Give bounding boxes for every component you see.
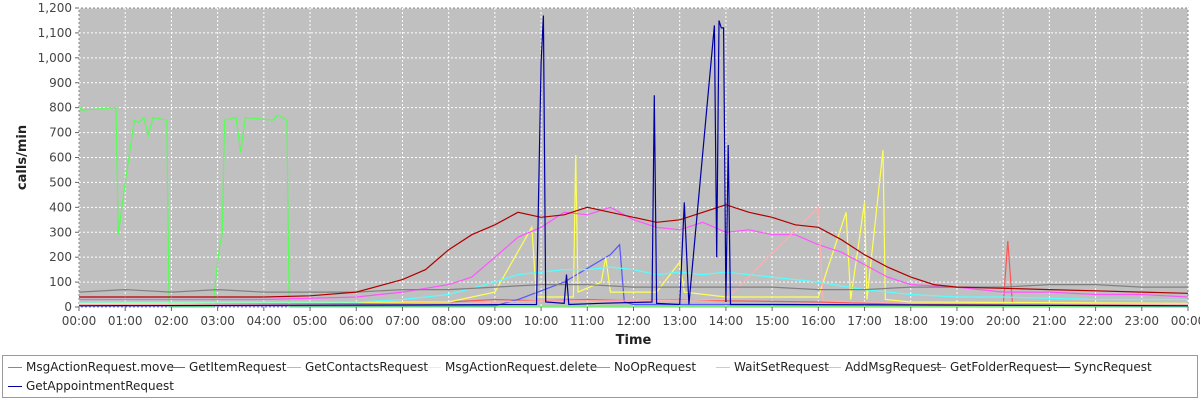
x-tick-label: 11:00 bbox=[570, 314, 605, 328]
legend-item: AddMsgRequest bbox=[827, 359, 941, 375]
x-tick-label: 14:00 bbox=[709, 314, 744, 328]
y-tick-label: 800 bbox=[49, 101, 72, 115]
legend-label: NoOpRequest bbox=[614, 360, 697, 374]
x-tick-label: 00:00 bbox=[62, 314, 97, 328]
x-tick-label: 07:00 bbox=[385, 314, 420, 328]
legend-label: GetFolderRequest bbox=[950, 360, 1058, 374]
y-tick-label: 600 bbox=[49, 151, 72, 165]
legend: MsgActionRequest.move GetItemRequest GetCo… bbox=[2, 355, 1198, 398]
y-axis: 0 100 200 300 400 500 600 700 800 900 1,000 1,100 1,… bbox=[38, 1, 79, 314]
chart: 0 100 200 300 400 500 600 700 800 900 1,000 1,100 1,… bbox=[15, 1, 1200, 348]
legend-item: GetFolderRequest bbox=[932, 359, 1057, 375]
y-tick-label: 1,000 bbox=[38, 51, 72, 65]
legend-swatch bbox=[8, 366, 22, 368]
x-tick-label: 22:00 bbox=[1078, 314, 1113, 328]
legend-label: GetItemRequest bbox=[189, 360, 287, 374]
x-axis-title: Time bbox=[616, 333, 652, 348]
x-tick-label: 15:00 bbox=[755, 314, 790, 328]
legend-item: GetAppointmentRequest bbox=[8, 378, 174, 394]
y-tick-label: 200 bbox=[49, 250, 72, 264]
x-tick-label: 08:00 bbox=[431, 314, 466, 328]
y-tick-label: 100 bbox=[49, 275, 72, 289]
y-tick-label: 0 bbox=[64, 300, 72, 314]
series-line-7 bbox=[78, 284, 1188, 293]
x-tick-label: 02:00 bbox=[154, 314, 189, 328]
legend-swatch bbox=[932, 366, 946, 368]
x-tick-label: 00:00 bbox=[1171, 314, 1200, 328]
legend-label: GetContactsRequest bbox=[305, 360, 429, 374]
series-layer bbox=[78, 15, 1189, 308]
x-tick-label: 09:00 bbox=[478, 314, 513, 328]
legend-item: MsgActionRequest.delete bbox=[427, 359, 597, 375]
y-tick-label: 300 bbox=[49, 225, 72, 239]
y-tick-label: 1,100 bbox=[38, 26, 72, 40]
x-tick-label: 05:00 bbox=[293, 314, 328, 328]
y-tick-label: 700 bbox=[49, 126, 72, 140]
x-tick-label: 10:00 bbox=[524, 314, 559, 328]
legend-swatch bbox=[8, 385, 22, 387]
series-line-9 bbox=[78, 15, 1189, 307]
legend-swatch bbox=[427, 366, 441, 368]
x-axis: 00:00 01:00 02:00 03:00 04:00 05:00 06:00 07:00… bbox=[62, 307, 1200, 328]
legend-item: WaitSetRequest bbox=[716, 359, 829, 375]
x-tick-label: 23:00 bbox=[1124, 314, 1159, 328]
legend-label: SyncRequest bbox=[1074, 360, 1152, 374]
y-axis-title: calls/min bbox=[15, 125, 30, 190]
series-line-5 bbox=[79, 266, 1188, 303]
legend-swatch bbox=[1056, 366, 1070, 368]
legend-item: GetItemRequest bbox=[171, 359, 286, 375]
x-tick-label: 06:00 bbox=[339, 314, 374, 328]
y-tick-label: 900 bbox=[49, 76, 72, 90]
x-tick-label: 19:00 bbox=[940, 314, 975, 328]
legend-label: MsgActionRequest.move bbox=[26, 360, 174, 374]
x-tick-label: 03:00 bbox=[200, 314, 235, 328]
legend-swatch bbox=[716, 366, 730, 368]
legend-item: SyncRequest bbox=[1056, 359, 1152, 375]
legend-label: GetAppointmentRequest bbox=[26, 379, 174, 393]
legend-label: MsgActionRequest.delete bbox=[445, 360, 598, 374]
x-tick-label: 16:00 bbox=[801, 314, 836, 328]
x-tick-label: 21:00 bbox=[1032, 314, 1067, 328]
legend-item: MsgActionRequest.move bbox=[8, 359, 174, 375]
series-line-8 bbox=[79, 204, 1189, 298]
legend-swatch bbox=[596, 366, 610, 368]
legend-swatch bbox=[827, 366, 841, 368]
x-tick-label: 01:00 bbox=[108, 314, 143, 328]
legend-swatch bbox=[171, 366, 185, 368]
legend-item: GetContactsRequest bbox=[287, 359, 428, 375]
y-tick-label: 1,200 bbox=[38, 1, 72, 15]
series-line-2 bbox=[78, 104, 1188, 308]
legend-item: NoOpRequest bbox=[596, 359, 696, 375]
legend-label: WaitSetRequest bbox=[734, 360, 829, 374]
x-tick-label: 17:00 bbox=[847, 314, 882, 328]
x-tick-label: 13:00 bbox=[662, 314, 697, 328]
x-tick-label: 12:00 bbox=[616, 314, 651, 328]
legend-swatch bbox=[287, 366, 301, 368]
x-tick-label: 04:00 bbox=[247, 314, 282, 328]
y-tick-label: 500 bbox=[49, 175, 72, 189]
x-tick-label: 18:00 bbox=[893, 314, 928, 328]
y-tick-label: 400 bbox=[49, 200, 72, 214]
legend-label: AddMsgRequest bbox=[845, 360, 942, 374]
x-tick-label: 20:00 bbox=[986, 314, 1021, 328]
